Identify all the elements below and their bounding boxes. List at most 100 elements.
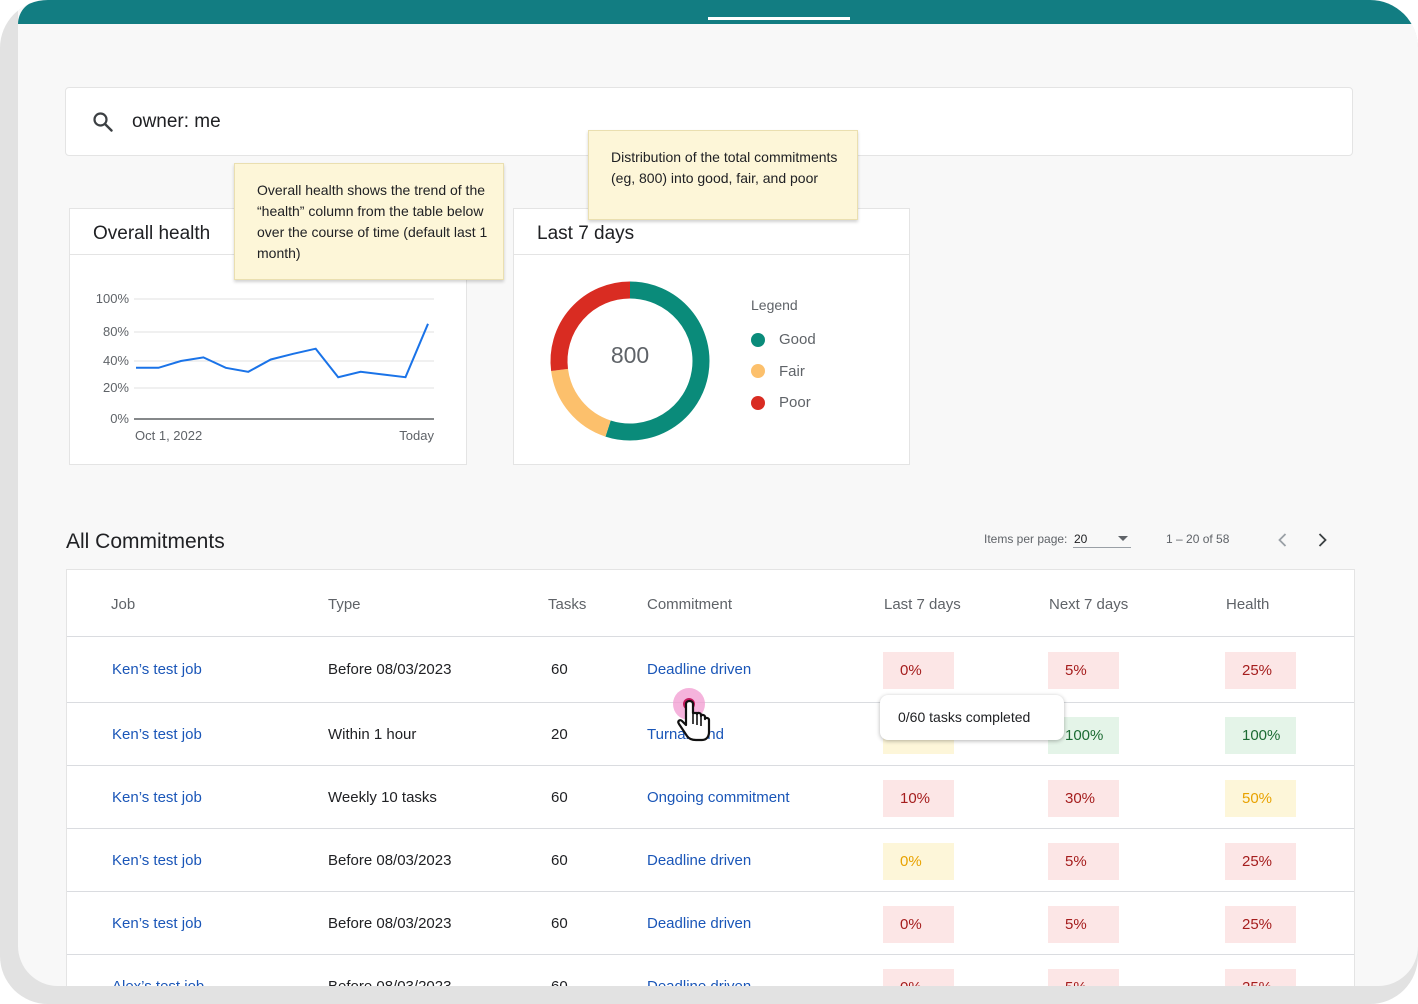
table-row[interactable]: Ken’s test job Before 08/03/2023 60 Deadlin…	[67, 829, 1354, 892]
job-link[interactable]: Alex’s test job	[112, 978, 204, 986]
commitment-link[interactable]: Deadline driven	[647, 661, 752, 678]
table-row[interactable]: Alex’s test job Before 08/03/2023 60 Deadli…	[67, 955, 1354, 986]
task-count: 60	[551, 661, 568, 678]
health-badge: 25%	[1225, 843, 1296, 880]
commitment-link[interactable]: Ongoing commitment	[647, 789, 790, 806]
commitment-type: Before 08/03/2023	[328, 852, 452, 869]
job-link[interactable]: Ken’s test job	[112, 852, 202, 869]
next-7-days-badge: 5%	[1048, 906, 1119, 943]
column-header-tasks[interactable]: Tasks	[548, 596, 587, 613]
commitment-link[interactable]: Deadline driven	[647, 852, 752, 869]
table-header-row: Job Type Tasks Commitment Last 7 days Ne…	[67, 570, 1354, 637]
last-7-days-badge: 0%	[883, 652, 954, 689]
job-link[interactable]: Ken’s test job	[112, 789, 202, 806]
chevron-right-icon[interactable]	[1312, 530, 1332, 550]
x-tick-label: Oct 1, 2022	[135, 428, 202, 443]
last-7-days-badge: 0%	[883, 843, 954, 880]
commitment-type: Within 1 hour	[328, 726, 417, 743]
column-header-health[interactable]: Health	[1226, 596, 1270, 613]
legend-dot-fair	[751, 364, 765, 379]
table-paginator: Items per page: 20 1 – 20 of 58	[18, 530, 1418, 550]
y-tick-label: 20%	[103, 380, 129, 395]
health-badge: 50%	[1225, 780, 1296, 817]
donut-legend: Legend Good Fair Poor	[751, 297, 816, 419]
health-badge: 100%	[1225, 717, 1296, 754]
donut-slice-good	[605, 281, 710, 441]
last-7-days-badge: 10%	[883, 780, 954, 817]
task-count: 20	[551, 726, 568, 743]
legend-item-fair: Fair	[751, 356, 816, 388]
chevron-left-icon[interactable]	[1273, 530, 1293, 550]
tasks-completed-tooltip: 0/60 tasks completed	[880, 695, 1064, 740]
legend-label: Poor	[779, 394, 811, 412]
commitment-type: Weekly 10 tasks	[328, 789, 437, 806]
column-header-last-7-days[interactable]: Last 7 days	[884, 596, 961, 613]
table-row[interactable]: Ken’s test job Before 08/03/2023 60 Deadlin…	[67, 637, 1354, 703]
health-badge: 25%	[1225, 969, 1296, 986]
legend-dot-good	[751, 332, 765, 347]
y-tick-label: 0%	[110, 411, 129, 426]
search-input[interactable]: owner: me	[132, 111, 221, 132]
commitment-type: Before 08/03/2023	[328, 661, 452, 678]
last-7-days-title: Last 7 days	[537, 223, 635, 244]
last-7-days-badge: 0%	[883, 906, 954, 943]
legend-label: Fair	[779, 362, 805, 380]
pointer-cursor-icon	[673, 688, 711, 742]
column-header-next-7-days[interactable]: Next 7 days	[1049, 596, 1129, 613]
task-count: 60	[551, 789, 568, 806]
distribution-donut-chart	[550, 281, 710, 441]
job-link[interactable]: Ken’s test job	[112, 661, 202, 678]
donut-total-label: 800	[610, 342, 650, 368]
health-badge: 25%	[1225, 652, 1296, 689]
last-7-days-badge: 0%	[883, 969, 954, 986]
app-screen: owner: me Overall health 100% 80% 40% 20% 0%…	[18, 0, 1418, 986]
task-count: 60	[551, 978, 568, 986]
y-tick-label: 80%	[103, 324, 129, 339]
health-badge: 25%	[1225, 906, 1296, 943]
items-per-page-label: Items per page:	[984, 532, 1068, 546]
commitment-type: Before 08/03/2023	[328, 915, 452, 932]
chevron-down-icon	[1118, 536, 1128, 541]
search-icon[interactable]	[91, 110, 115, 134]
commitment-link[interactable]: Deadline driven	[647, 978, 751, 986]
column-header-type[interactable]: Type	[328, 596, 361, 613]
all-commitments-title: All Commitments	[66, 530, 225, 553]
next-7-days-badge: 5%	[1048, 652, 1119, 689]
active-tab-indicator	[708, 17, 850, 20]
table-row[interactable]: Ken’s test job Before 08/03/2023 60 Deadlin…	[67, 892, 1354, 955]
table-row[interactable]: Ken’s test job Weekly 10 tasks 60 Ongoing c…	[67, 766, 1354, 829]
donut-slice-poor	[550, 281, 631, 371]
donut-slice-fair	[551, 368, 611, 437]
overall-health-title: Overall health	[93, 223, 211, 244]
legend-dot-poor	[751, 395, 765, 410]
items-per-page-value: 20	[1074, 532, 1088, 546]
page-range-label: 1 – 20 of 58	[1166, 532, 1230, 546]
overall-health-card: Overall health 100% 80% 40% 20% 0% Oct 1, 202…	[69, 208, 467, 465]
health-trend-line	[136, 323, 429, 379]
job-link[interactable]: Ken’s test job	[112, 726, 202, 743]
job-link[interactable]: Ken’s test job	[112, 915, 202, 932]
legend-title: Legend	[751, 297, 798, 313]
next-7-days-badge: 5%	[1048, 843, 1119, 880]
column-header-job[interactable]: Job	[111, 596, 136, 613]
card-divider	[514, 254, 909, 255]
task-count: 60	[551, 915, 568, 932]
commitment-type: Before 08/03/2023	[328, 978, 451, 986]
top-app-bar	[18, 0, 1418, 24]
legend-label: Good	[779, 331, 816, 349]
y-tick-label: 100%	[96, 291, 130, 306]
commitment-link[interactable]: Deadline driven	[647, 915, 752, 932]
overall-health-sticky-note: Overall health shows the trend of the “h…	[234, 163, 504, 280]
overall-health-line-chart: 100% 80% 40% 20% 0% Oct 1, 2022 Today	[96, 291, 435, 443]
items-per-page-select[interactable]: 20	[1073, 530, 1131, 548]
next-7-days-badge: 30%	[1048, 780, 1119, 817]
x-tick-label: Today	[399, 428, 434, 443]
y-tick-label: 40%	[103, 353, 129, 368]
column-header-commitment[interactable]: Commitment	[647, 596, 733, 613]
next-7-days-badge: 5%	[1048, 969, 1119, 986]
legend-item-poor: Poor	[751, 387, 816, 419]
legend-item-good: Good	[751, 324, 816, 356]
commitments-table: Job Type Tasks Commitment Last 7 days Ne…	[66, 569, 1355, 986]
last-7-days-card: Last 7 days 800 Legend Good Fair Poor	[513, 208, 910, 465]
